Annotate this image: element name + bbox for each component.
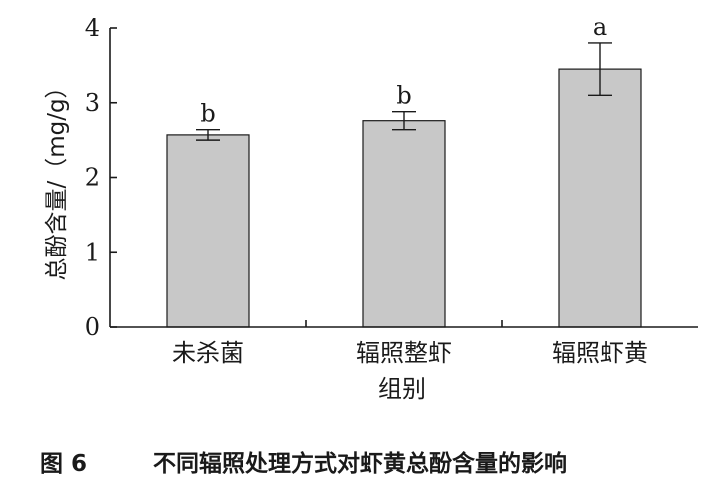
x-tick-label: 辐照整虾 [356, 339, 452, 367]
x-tick-label: 未杀菌 [172, 339, 244, 367]
significance-label: a [593, 13, 607, 41]
y-tick-label: 0 [85, 313, 100, 341]
figure-number: 图 6 [40, 451, 88, 477]
x-axis-title: 组别 [378, 375, 426, 403]
y-tick-label: 1 [85, 238, 100, 266]
bar-chart: b b a 0 1 2 3 4 未杀菌 辐照整虾 辐照虾黄 总酚含量/（mg/g） 组别 [44, 13, 698, 403]
figure-caption-text: 不同辐照处理方式对虾黄总酚含量的影响 [153, 451, 567, 477]
y-axis-title: 总酚含量/（mg/g） [44, 75, 70, 280]
axes-layer: 0 1 2 3 4 未杀菌 辐照整虾 辐照虾黄 [85, 14, 698, 367]
bar [166, 134, 250, 328]
bar [362, 120, 446, 328]
y-tick-label: 3 [85, 89, 100, 117]
y-tick-label: 2 [85, 164, 100, 192]
significance-label: b [200, 100, 215, 128]
bars-layer: b b a [166, 13, 642, 328]
bar [558, 68, 642, 328]
x-tick-label: 辐照虾黄 [552, 339, 648, 367]
figure-caption: 图 6 不同辐照处理方式对虾黄总酚含量的影响 [0, 440, 726, 480]
significance-label: b [396, 82, 411, 110]
y-tick-label: 4 [85, 14, 100, 42]
